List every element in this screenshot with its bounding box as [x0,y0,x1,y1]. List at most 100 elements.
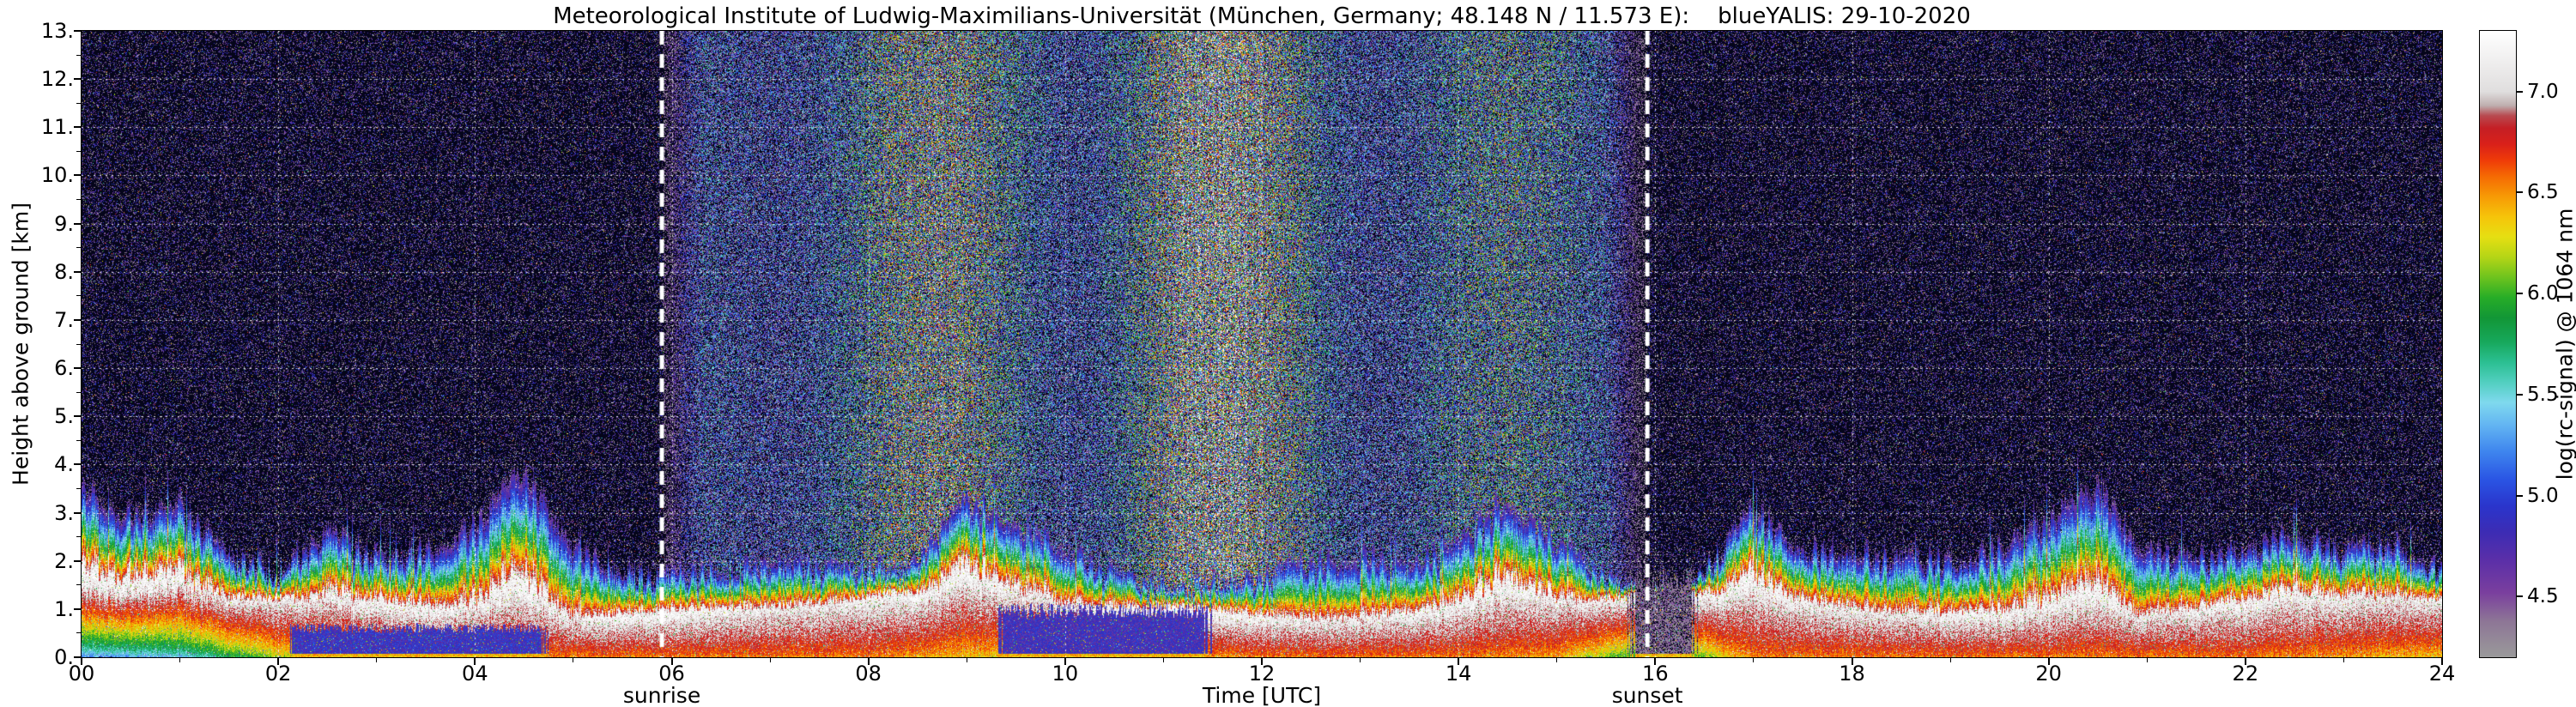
x-tick-mark [1064,658,1066,665]
colorbar-label: log(rc-signal) @ 1064 nm [2552,208,2576,480]
y-tick-mark [74,222,81,225]
y-tick-mark [74,126,81,129]
y-tick-mark [74,656,81,658]
x-tick-label: 12 [1248,662,1276,686]
x-tick-label: 14 [1445,662,1472,686]
y-tick-mark [74,270,81,273]
x-minor-tick-mark [1360,658,1361,662]
colorbar-tick-label: 5.5 [2527,383,2559,406]
y-minor-tick-mark [76,343,81,345]
x-tick-label: 20 [2035,662,2062,686]
y-tick-mark [74,174,81,177]
x-tick-mark [1458,658,1460,665]
x-minor-tick-mark [376,658,378,662]
x-minor-tick-mark [769,658,771,662]
colorbar-tick-mark [2517,393,2523,396]
colorbar-tick-mark [2517,494,2523,497]
y-minor-tick-mark [76,439,81,441]
y-tick-label: 6. [54,356,74,381]
x-tick-mark [1851,658,1853,665]
x-tick-mark [277,658,280,665]
x-tick-mark [474,658,476,665]
y-tick-mark [74,463,81,466]
x-tick-label: 16 [1642,662,1669,686]
x-tick-mark [670,658,673,665]
x-axis-label: Time [UTC] [1202,683,1322,707]
y-minor-tick-mark [76,487,81,489]
x-tick-mark [867,658,870,665]
x-tick-label: 24 [2428,662,2456,686]
y-tick-mark [74,367,81,370]
x-minor-tick-mark [179,658,181,662]
y-minor-tick-mark [76,102,81,104]
chart-title: Meteorological Institute of Ludwig-Maxim… [553,3,1971,29]
y-minor-tick-mark [76,295,81,297]
y-tick-mark [74,415,81,418]
x-minor-tick-mark [2343,658,2344,662]
y-tick-label: 0. [54,645,74,669]
plot-area [81,30,2443,658]
x-minor-tick-mark [1162,658,1164,662]
y-minor-tick-mark [76,584,81,586]
y-tick-label: 13. [40,19,74,43]
y-tick-label: 7. [54,307,74,332]
y-tick-mark [74,607,81,610]
y-tick-mark [74,511,81,514]
y-minor-tick-mark [76,632,81,634]
colorbar-tick-label: 6.0 [2527,282,2559,305]
y-tick-label: 1. [54,596,74,621]
y-tick-mark [74,78,81,81]
y-tick-mark [74,559,81,562]
x-tick-label: 18 [1839,662,1865,686]
y-tick-mark [74,30,81,32]
colorbar-tick-label: 6.5 [2527,181,2559,204]
colorbar-tick-label: 5.0 [2527,484,2559,507]
y-tick-label: 2. [54,548,74,573]
colorbar-tick-mark [2517,595,2523,598]
x-tick-label: 02 [264,662,292,686]
x-tick-mark [81,658,82,665]
y-tick-label: 10. [40,163,74,188]
x-tick-label: 22 [2232,662,2259,686]
x-tick-label: 08 [855,662,882,686]
colorbar-gradient [2480,31,2516,657]
y-tick-label: 12. [40,67,74,92]
x-tick-label: 10 [1052,662,1079,686]
y-tick-mark [74,318,81,321]
y-tick-label: 3. [54,500,74,525]
colorbar-tick-mark [2517,293,2523,295]
annotation-sunset: sunset [1611,683,1683,707]
x-tick-mark [2047,658,2050,665]
x-tick-label: 06 [658,662,685,686]
x-minor-tick-mark [1753,658,1755,662]
x-tick-mark [2244,658,2246,665]
colorbar-tick-label: 7.0 [2527,80,2559,103]
y-tick-label: 5. [54,404,74,429]
y-minor-tick-mark [76,391,81,393]
x-tick-label: 04 [462,662,488,686]
x-minor-tick-mark [2146,658,2148,662]
x-tick-mark [1261,658,1263,665]
y-axis-label: Height above ground [km] [8,202,33,486]
y-tick-label: 4. [54,452,74,477]
y-minor-tick-mark [76,199,81,201]
y-tick-label: 9. [54,211,74,236]
colorbar-tick-mark [2517,90,2523,93]
colorbar-tick-label: 4.5 [2527,585,2559,608]
y-minor-tick-mark [76,54,81,56]
y-tick-label: 8. [54,259,74,284]
y-minor-tick-mark [76,150,81,152]
x-tick-mark [2441,658,2443,665]
colorbar-tick-mark [2517,191,2523,194]
x-minor-tick-mark [1556,658,1558,662]
x-tick-label: 00 [68,662,95,686]
y-tick-label: 11. [40,115,74,140]
heatmap-canvas [82,31,2442,657]
y-minor-tick-mark [76,536,81,538]
x-minor-tick-mark [1949,658,1951,662]
x-tick-mark [1654,658,1657,665]
colorbar [2479,30,2517,658]
annotation-sunrise: sunrise [622,683,701,707]
y-minor-tick-mark [76,247,81,249]
